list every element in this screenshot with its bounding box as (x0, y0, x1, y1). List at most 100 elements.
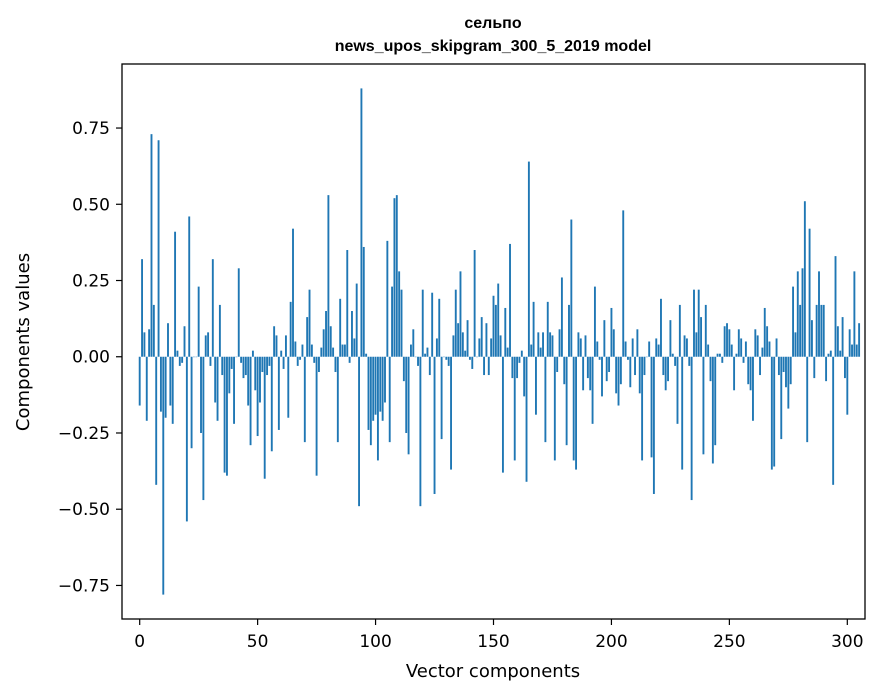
bar-199 (608, 356, 611, 372)
bar-160 (516, 356, 519, 379)
bar-8 (157, 140, 160, 357)
x-tick-label: 300 (831, 632, 863, 652)
bar-177 (556, 356, 559, 372)
bar-293 (829, 350, 832, 357)
bar-139 (466, 320, 469, 357)
bar-287 (815, 304, 818, 357)
bar-76 (318, 356, 320, 372)
bar-235 (693, 289, 695, 357)
x-tick-label: 50 (247, 632, 269, 652)
bar-229 (678, 304, 681, 357)
bar-216 (648, 341, 651, 357)
bar-39 (230, 356, 233, 369)
bar-168 (535, 356, 537, 415)
bar-250 (728, 329, 731, 357)
bar-17 (178, 356, 181, 366)
bar-7 (155, 356, 158, 485)
bar-234 (690, 356, 693, 501)
bar-98 (369, 356, 372, 446)
bar-156 (506, 347, 509, 357)
bar-102 (379, 356, 382, 412)
bar-82 (332, 347, 335, 357)
bar-197 (603, 320, 606, 357)
bar-81 (329, 326, 332, 357)
x-axis: 0 50 100 150 200 250 300 (134, 619, 864, 652)
bar-130 (445, 356, 448, 360)
bar-146 (483, 356, 486, 376)
bar-147 (485, 323, 488, 357)
bar-228 (676, 356, 679, 424)
bar-105 (386, 240, 389, 357)
bar-257 (744, 341, 747, 357)
bar-244 (714, 356, 717, 446)
bar-4 (148, 329, 151, 357)
y-axis-label: Components values (13, 253, 34, 431)
y-axis: −0.75 −0.50 −0.25 0.00 0.25 0.50 0.75 (58, 119, 122, 596)
bar-6 (152, 304, 155, 357)
bar-303 (853, 271, 856, 357)
bar-261 (754, 329, 757, 357)
bar-163 (523, 356, 526, 397)
bar-89 (348, 356, 351, 363)
bar-87 (343, 344, 346, 357)
bar-210 (634, 356, 636, 376)
bar-149 (490, 338, 493, 357)
bar-9 (159, 356, 162, 412)
bar-series (138, 88, 861, 595)
bar-152 (497, 283, 500, 357)
bar-127 (438, 298, 441, 357)
bar-296 (836, 326, 839, 357)
bar-180 (563, 356, 566, 385)
bar-230 (681, 356, 684, 470)
y-tick-label: 0.25 (72, 272, 110, 292)
bar-133 (452, 335, 455, 357)
bar-172 (544, 356, 547, 443)
bar-66 (294, 341, 297, 357)
x-axis-label: Vector components (406, 661, 580, 682)
bar-34 (218, 304, 221, 357)
bar-25 (197, 286, 200, 357)
bar-220 (657, 344, 660, 357)
bar-192 (591, 356, 594, 424)
bar-260 (752, 356, 754, 421)
bar-77 (320, 347, 323, 357)
bar-245 (716, 353, 719, 357)
bar-183 (570, 219, 573, 357)
bar-69 (301, 344, 304, 357)
bar-207 (627, 356, 629, 360)
bar-226 (671, 353, 674, 357)
bar-123 (428, 356, 431, 376)
y-tick-label: −0.25 (58, 424, 110, 444)
bar-179 (560, 277, 563, 357)
bar-209 (631, 338, 634, 357)
bar-103 (381, 356, 384, 421)
bar-251 (730, 344, 733, 357)
bar-285 (810, 320, 813, 357)
bar-1 (141, 259, 143, 357)
bar-165 (527, 161, 530, 357)
bar-284 (808, 228, 811, 357)
bar-288 (818, 271, 820, 357)
bar-231 (683, 335, 686, 357)
bar-212 (638, 356, 641, 394)
bar-289 (820, 304, 823, 357)
bar-58 (275, 335, 278, 357)
bar-144 (478, 338, 481, 357)
bar-118 (417, 356, 419, 366)
bar-275 (787, 356, 790, 409)
bar-280 (799, 304, 802, 357)
bar-189 (584, 335, 587, 357)
bar-84 (336, 356, 339, 443)
bar-150 (492, 295, 495, 357)
bar-194 (596, 341, 599, 357)
bar-131 (447, 356, 450, 366)
bar-112 (402, 356, 405, 382)
bar-286 (813, 356, 816, 379)
bar-78 (322, 329, 325, 357)
bar-263 (759, 356, 761, 376)
bar-136 (459, 271, 462, 357)
bar-18 (181, 356, 184, 363)
bar-53 (263, 356, 266, 479)
bar-155 (504, 307, 507, 357)
bar-162 (520, 350, 523, 357)
